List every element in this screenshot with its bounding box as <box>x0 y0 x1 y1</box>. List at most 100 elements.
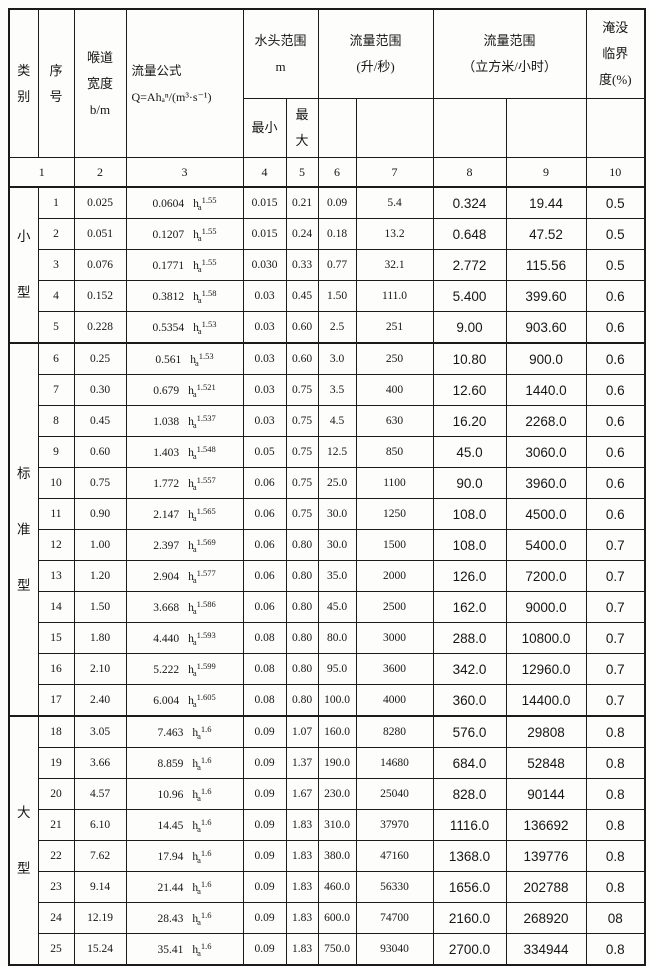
cell-flow-m3h-max: 136692 <box>505 809 587 841</box>
cell-flow-ls-max: 4000 <box>355 684 434 717</box>
cell-head-min: 0.09 <box>242 840 287 872</box>
cell-head-max: 0.80 <box>285 622 319 654</box>
cell-throat-width: 0.30 <box>73 374 127 406</box>
formula-subscript: a <box>192 667 197 678</box>
cell-head-max: 0.21 <box>285 186 319 219</box>
formula-subscript: a <box>197 885 201 896</box>
formula-subscript: a <box>192 574 197 585</box>
cell-head-max: 0.80 <box>285 560 319 592</box>
header-blank-cell <box>585 98 646 158</box>
formula-variable: h <box>188 508 194 521</box>
cell-throat-width: 4.57 <box>73 778 127 810</box>
cell-flow-m3h-min: 108.0 <box>432 498 507 530</box>
formula-exponent: 1.6 <box>200 816 212 827</box>
cell-flow-ls-min: 2.5 <box>317 311 357 344</box>
formula-subscript: a <box>192 605 197 616</box>
header-submergence-limit: 淹没 临界 度(%) <box>585 8 646 99</box>
cell-throat-width: 0.228 <box>73 311 127 344</box>
formula-variable: h <box>188 539 194 552</box>
formula-variable: h <box>188 384 194 397</box>
cell-head-max: 1.83 <box>285 809 319 841</box>
cell-submergence: 0.6 <box>585 342 646 375</box>
cell-flow-m3h-min: 45.0 <box>432 436 507 468</box>
cell-serial-number: 15 <box>37 622 75 654</box>
cell-flow-m3h-min: 108.0 <box>432 529 507 561</box>
cell-head-min: 0.06 <box>242 560 287 592</box>
formula-exponent: 1.55 <box>201 256 217 267</box>
cell-flow-m3h-min: 90.0 <box>432 467 507 499</box>
cell-serial-number: 25 <box>37 933 75 966</box>
cell-head-max: 1.83 <box>285 933 319 966</box>
table-row: 4 0.152 0.3812 ha1.58 0.03 0.45 1.50 111.0 5.400… <box>9 280 646 312</box>
cell-flow-ls-min: 160.0 <box>317 715 357 748</box>
cell-flow-m3h-min: 828.0 <box>432 778 507 810</box>
cell-flow-m3h-min: 12.60 <box>432 374 507 406</box>
header-flow-formula: 流量公式 Q=Ahₐⁿ/(m³·s⁻¹) <box>125 8 244 158</box>
cell-throat-width: 9.14 <box>73 871 127 903</box>
formula-variable: h <box>188 570 194 583</box>
cell-submergence: 0.5 <box>585 218 646 250</box>
cell-flow-m3h-min: 2700.0 <box>432 933 507 966</box>
cell-flow-m3h-min: 1368.0 <box>432 840 507 872</box>
formula-variable: h <box>193 321 199 334</box>
cell-throat-width: 2.10 <box>73 653 127 685</box>
formula-variable: h <box>188 446 194 459</box>
cell-flow-m3h-max: 5400.0 <box>505 529 587 561</box>
cell-flow-m3h-min: 360.0 <box>432 684 507 717</box>
cell-head-min: 0.015 <box>242 186 287 219</box>
formula-subscript: a <box>192 481 197 492</box>
column-number: 4 <box>242 157 287 188</box>
cell-submergence: 0.7 <box>585 591 646 623</box>
cell-throat-width: 6.10 <box>73 809 127 841</box>
formula-coefficient: 1.772 <box>153 477 180 490</box>
cell-formula: 1.772 ha1.557 <box>125 467 244 499</box>
table-row: 16 2.10 5.222 ha1.599 0.08 0.80 95.0 3600 342.0 1… <box>9 653 646 685</box>
formula-subscript: a <box>192 698 197 709</box>
cell-flow-m3h-max: 10800.0 <box>505 622 587 654</box>
formula-subscript: a <box>197 792 201 803</box>
cell-flow-ls-min: 0.77 <box>317 249 357 281</box>
cell-head-min: 0.09 <box>242 715 287 748</box>
cell-head-max: 1.83 <box>285 840 319 872</box>
formula-variable: h <box>188 415 194 428</box>
cell-formula: 3.668 ha1.586 <box>125 591 244 623</box>
group-label: 大 型 <box>8 715 39 966</box>
formula-coefficient: 1.403 <box>153 446 180 459</box>
formula-coefficient: 0.679 <box>153 384 180 397</box>
cell-flow-m3h-min: 2.772 <box>432 249 507 281</box>
formula-variable: h <box>192 788 199 801</box>
header-serial-number: 序 号 <box>37 8 75 158</box>
formula-variable: h <box>193 290 199 303</box>
cell-serial-number: 7 <box>37 374 75 406</box>
column-number: 5 <box>285 157 319 188</box>
formula-coefficient: 28.43 <box>157 912 184 925</box>
formula-coefficient: 2.147 <box>153 508 180 521</box>
cell-head-min: 0.09 <box>242 902 287 934</box>
table-row: 25 15.24 35.41 ha1.6 0.09 1.83 750.0 93040 2700.… <box>9 933 646 966</box>
cell-flow-ls-min: 30.0 <box>317 498 357 530</box>
cell-flow-m3h-max: 3960.0 <box>505 467 587 499</box>
formula-exponent: 1.586 <box>196 598 216 609</box>
cell-flow-ls-min: 12.5 <box>317 436 357 468</box>
cell-submergence: 0.8 <box>585 778 646 810</box>
formula-subscript: a <box>197 325 202 336</box>
cell-throat-width: 0.90 <box>73 498 127 530</box>
cell-serial-number: 6 <box>37 342 75 375</box>
cell-throat-width: 12.19 <box>73 902 127 934</box>
column-number: 9 <box>505 157 587 188</box>
table-row: 9 0.60 1.403 ha1.548 0.05 0.75 12.5 850 45.0 3060… <box>9 436 646 468</box>
table-row: 20 4.57 10.96 ha1.6 0.09 1.67 230.0 25040 828.0 9… <box>9 778 646 810</box>
cell-throat-width: 1.50 <box>73 591 127 623</box>
table-row: 标 准 型 6 0.25 0.561 ha1.53 0.03 0.60 3.0 250 10.80… <box>8 342 646 717</box>
cell-flow-ls-max: 74700 <box>355 902 434 934</box>
cell-serial-number: 10 <box>37 467 75 499</box>
cell-flow-ls-max: 14680 <box>355 747 434 779</box>
cell-submergence: 0.6 <box>585 374 646 406</box>
cell-flow-ls-min: 3.5 <box>317 374 357 406</box>
header-head-range: 水头范围 m <box>242 8 319 99</box>
cell-head-min: 0.06 <box>242 467 287 499</box>
cell-head-max: 1.67 <box>285 778 319 810</box>
cell-head-max: 1.07 <box>285 715 319 748</box>
cell-flow-m3h-min: 0.324 <box>432 186 507 219</box>
